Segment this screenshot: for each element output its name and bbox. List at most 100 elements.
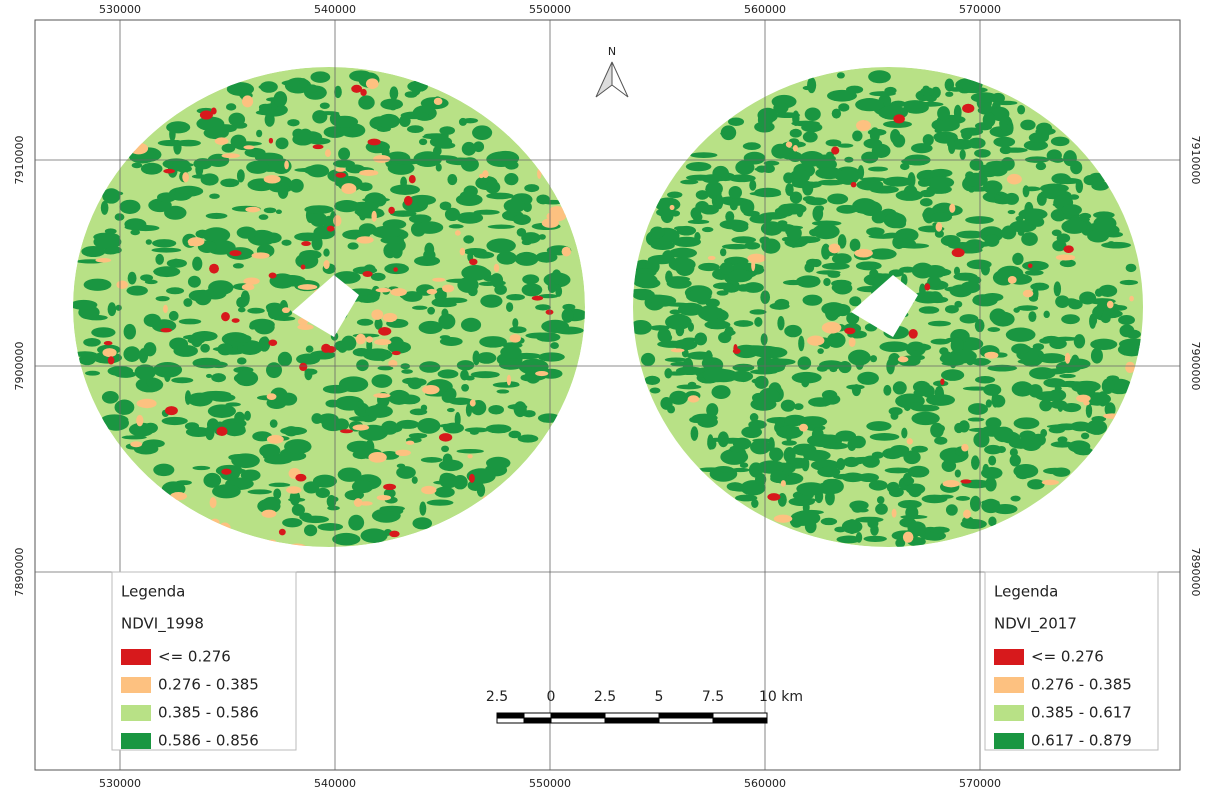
patch	[1040, 429, 1047, 437]
patch	[754, 191, 781, 197]
patch	[296, 354, 320, 365]
patch	[1053, 337, 1078, 341]
patch	[872, 213, 886, 224]
patch	[217, 343, 233, 355]
patch	[320, 102, 330, 109]
patch	[294, 130, 314, 139]
patch	[171, 163, 194, 168]
patch	[812, 206, 823, 222]
legend-label: <= 0.276	[158, 648, 231, 666]
patch	[421, 405, 427, 412]
patch	[1013, 307, 1020, 312]
scale-label: 5	[655, 689, 664, 705]
patch	[1059, 374, 1076, 378]
patch	[125, 224, 151, 230]
patch	[352, 480, 373, 493]
scale-label: 0	[547, 689, 556, 705]
patch	[359, 501, 372, 505]
patch	[247, 308, 264, 314]
x-coord-label: 550000	[529, 777, 571, 790]
patch	[769, 447, 783, 461]
patch	[208, 404, 236, 418]
patch	[993, 504, 1018, 514]
patch	[716, 194, 724, 209]
patch	[834, 527, 846, 533]
patch	[1007, 121, 1014, 135]
patch	[836, 205, 858, 214]
patch	[304, 205, 333, 214]
patch	[422, 385, 440, 394]
patch	[232, 122, 247, 129]
patch	[447, 408, 455, 412]
patch	[777, 316, 784, 330]
patch	[1102, 378, 1114, 394]
patch	[734, 320, 754, 327]
patch	[359, 170, 378, 176]
patch	[274, 91, 288, 107]
patch	[146, 239, 152, 245]
patch	[785, 183, 793, 196]
patch	[183, 298, 192, 307]
patch	[270, 419, 278, 427]
patch	[371, 286, 380, 300]
patch	[396, 466, 416, 479]
patch	[991, 312, 1014, 327]
patch	[955, 469, 961, 477]
patch	[221, 469, 231, 475]
legend-swatch	[121, 649, 151, 665]
patch	[983, 112, 996, 127]
patch	[749, 309, 766, 314]
patch	[378, 327, 391, 336]
patch	[151, 248, 181, 253]
patch	[920, 87, 934, 96]
patch	[831, 147, 839, 155]
patch	[188, 276, 201, 288]
patch	[182, 172, 189, 182]
patch	[335, 167, 345, 171]
scale-segment	[551, 718, 605, 723]
patch	[115, 400, 135, 415]
patch	[548, 281, 557, 293]
patch	[870, 524, 879, 535]
patch	[824, 479, 844, 494]
patch	[164, 371, 170, 382]
patch	[423, 249, 435, 260]
patch	[799, 424, 808, 432]
patch	[740, 199, 754, 214]
y-coord-label: 7910000	[1189, 136, 1202, 185]
patch	[256, 130, 262, 138]
patch	[786, 428, 792, 442]
patch	[752, 379, 761, 384]
patch	[522, 274, 539, 284]
patch	[470, 430, 479, 435]
patch	[299, 78, 307, 88]
patch	[812, 182, 820, 186]
patch	[823, 394, 840, 405]
patch	[650, 227, 665, 239]
patch	[802, 181, 813, 196]
patch	[1086, 403, 1092, 417]
patch	[918, 179, 931, 187]
patch	[313, 144, 324, 149]
x-coord-label: 540000	[314, 3, 356, 16]
patch	[493, 382, 520, 388]
patch	[488, 405, 504, 414]
patch	[282, 307, 290, 313]
patch	[825, 443, 848, 450]
patch	[864, 536, 887, 542]
patch	[861, 152, 878, 164]
patch	[1061, 314, 1080, 324]
patch	[988, 164, 1008, 176]
patch	[473, 351, 480, 366]
patch	[412, 306, 428, 310]
patch	[866, 421, 891, 431]
patch	[807, 336, 824, 346]
patch	[1017, 305, 1038, 311]
scale-segment	[713, 718, 767, 723]
patch	[116, 305, 122, 311]
patch	[1052, 229, 1062, 236]
patch	[441, 446, 449, 453]
patch	[106, 247, 120, 254]
patch	[952, 248, 965, 257]
patch	[851, 182, 857, 188]
